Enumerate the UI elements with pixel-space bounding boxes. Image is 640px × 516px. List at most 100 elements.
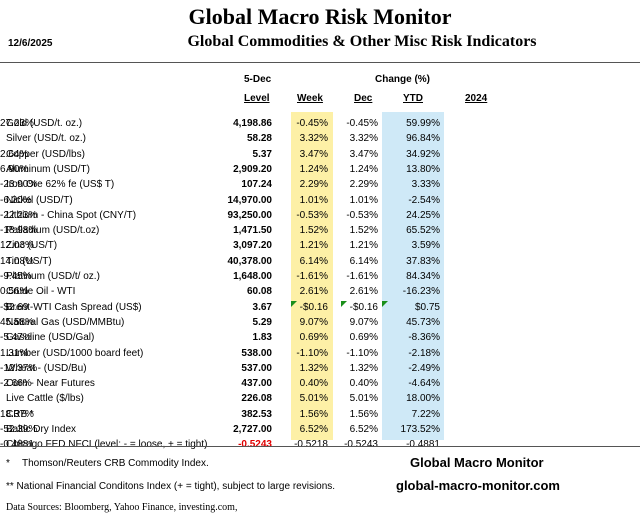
ytd-comment-marker — [382, 300, 388, 307]
row-level: 1.83 — [252, 332, 272, 344]
row-dec-change: 1.32% — [349, 362, 378, 374]
row-week-change: 9.07% — [299, 316, 328, 328]
row-dec-change: 5.01% — [349, 393, 378, 405]
table-row: Gold (USD/t. oz.) 4,198.86 -0.45% -0.45% 59.… — [0, 116, 640, 132]
table-row: Lumber (USD/1000 board feet) 538.00 -1.10%… — [0, 346, 640, 362]
row-week-change: 6.52% — [299, 424, 328, 435]
data-sources: Data Sources: Bloomberg, Yahoo Finance, … — [6, 502, 238, 513]
table-row: Chicago FED NFCI (level: - = loose, + = … — [0, 437, 640, 453]
row-ytd-change: -0.4881 — [406, 439, 440, 451]
row-week-change: 2.29% — [299, 179, 328, 191]
row-ytd-change: 3.59% — [411, 240, 440, 252]
row-week-change: 1.56% — [299, 408, 328, 420]
row-2024-change: 6.90% — [0, 163, 29, 175]
row-ytd-change: 96.84% — [406, 133, 440, 145]
row-2024-change: 27.23% — [0, 118, 34, 129]
row-week-change: -$0.16 — [299, 301, 328, 313]
row-ytd-change: 37.83% — [406, 255, 440, 267]
row-week-change: 5.01% — [299, 393, 328, 405]
row-level: 58.28 — [246, 133, 272, 145]
row-level: -0.5243 — [238, 439, 272, 451]
row-level: 93,250.00 — [227, 209, 273, 221]
table-row: CRB * 382.53 1.56% 1.56% 7.22% 18.37% — [0, 407, 640, 423]
table-row: Palladium (USD/t.oz) 1,471.50 1.52% 1.52% 65… — [0, 223, 640, 239]
row-ytd-change: 24.25% — [406, 209, 440, 221]
table-row: Nickel (USD/T) 14,970.00 1.01% 1.01% -2.54% -… — [0, 193, 640, 209]
table-row: Gasoline (USD/Gal) 1.83 0.69% 0.69% -8.36% -5… — [0, 330, 640, 346]
row-name: Zinc (US/T) — [6, 240, 58, 252]
row-dec-change: 2.61% — [349, 286, 378, 298]
row-ytd-change: 59.99% — [406, 118, 440, 129]
row-name: Tin (US/T) — [6, 255, 52, 267]
row-ytd-change: 45.73% — [406, 316, 440, 328]
row-2024-change: -6.20% — [0, 194, 32, 206]
row-week-change: 3.32% — [299, 133, 328, 145]
row-2024-change: 18.37% — [0, 408, 34, 420]
row-name: Crude Oil - WTI — [6, 286, 76, 298]
row-level: 4,198.86 — [233, 118, 272, 129]
week-comment-marker — [291, 300, 297, 307]
row-dec-change: -1.10% — [346, 347, 378, 359]
table-row: Crude Oil - WTI 60.08 2.61% 2.61% -16.23% 0.5… — [0, 284, 640, 300]
row-ytd-change: -2.49% — [408, 362, 440, 374]
row-name: Wheat - (USD/Bu) — [6, 362, 87, 374]
table-row: Lithium - China Spot (CNY/T) 93,250.00 -0.… — [0, 208, 640, 224]
table-row: Live Cattle ($/lbs) 226.08 5.01% 5.01% 18.00… — [0, 391, 640, 407]
row-level: 382.53 — [241, 408, 272, 420]
row-week-change: -0.45% — [296, 118, 328, 129]
row-name: Live Cattle ($/lbs) — [6, 393, 84, 405]
row-2024-change: -12.37% — [0, 362, 38, 374]
row-ytd-change: 173.52% — [400, 424, 440, 435]
row-dec-change: -0.53% — [346, 209, 378, 221]
page-title: Global Macro Risk Monitor — [188, 4, 452, 29]
row-name: Iron Ore 62% fe (US$ T) — [6, 179, 115, 191]
ytd-column-header: YTD — [403, 93, 423, 104]
row-week-change: -1.10% — [296, 347, 328, 359]
y2024-column-header: 2024 — [465, 93, 488, 104]
row-week-change: 1.24% — [299, 163, 328, 175]
row-dec-change: -0.45% — [346, 118, 378, 129]
dec-column-header: Dec — [354, 93, 373, 104]
row-week-change: 1.21% — [299, 240, 328, 252]
row-dec-change: 0.69% — [349, 332, 378, 344]
row-dec-change: -1.61% — [346, 271, 378, 282]
row-2024-change: -$2.69 — [0, 301, 29, 313]
footnote-1: Thomson/Reuters CRB Commodity Index. — [22, 458, 209, 469]
row-name: Platinum (USD/t/ oz.) — [6, 271, 100, 282]
brand-site: global-macro-monitor.com — [396, 478, 560, 493]
row-week-change: 6.14% — [299, 255, 328, 267]
row-ytd-change: -2.54% — [408, 194, 440, 206]
row-dec-change: -$0.16 — [349, 301, 378, 313]
row-2024-change: -22.23% — [0, 209, 38, 221]
row-level: 1,648.00 — [233, 271, 272, 282]
row-ytd-change: 65.52% — [406, 225, 440, 237]
table-row: Copper (USD/lbs) 5.37 3.47% 3.47% 34.92% 2.64… — [0, 147, 640, 163]
level-date-header: 5-Dec — [244, 74, 272, 85]
row-dec-change: 1.24% — [349, 163, 378, 175]
page-subtitle: Global Commodities & Other Misc Risk Ind… — [187, 33, 537, 50]
row-2024-change: -5.47% — [0, 332, 32, 344]
level-column-header: Level — [244, 93, 270, 104]
top-divider — [0, 62, 640, 63]
row-week-change: -1.61% — [296, 271, 328, 282]
ytd-column-highlight — [382, 112, 444, 440]
row-ytd-change: 13.80% — [406, 163, 440, 175]
row-level: 226.08 — [241, 393, 272, 405]
row-name: Lumber (USD/1000 board feet) — [6, 347, 144, 359]
row-dec-change: 1.56% — [349, 408, 378, 420]
row-dec-change: 6.14% — [349, 255, 378, 267]
row-dec-change: 2.29% — [349, 179, 378, 191]
row-level: 5.37 — [252, 148, 272, 160]
row-2024-change: -52.39% — [0, 424, 38, 435]
row-name: Baltic Dry Index — [6, 424, 77, 435]
table-row: Platinum (USD/t/ oz.) 1,648.00 -1.61% -1.61… — [0, 269, 640, 285]
dec-comment-marker — [341, 300, 347, 307]
row-name: CRB * — [6, 408, 34, 420]
week-column-header: Week — [297, 93, 323, 104]
row-name: Natural Gas (USD/MMBtu) — [6, 316, 125, 328]
table-row: Baltic Dry Index 2,727.00 6.52% 6.52% 173.52… — [0, 422, 640, 438]
row-ytd-change: $0.75 — [414, 301, 440, 313]
row-name: Silver (USD/t. oz.) — [6, 133, 87, 145]
row-ytd-change: 84.34% — [406, 271, 440, 282]
row-level: 537.00 — [241, 362, 272, 374]
